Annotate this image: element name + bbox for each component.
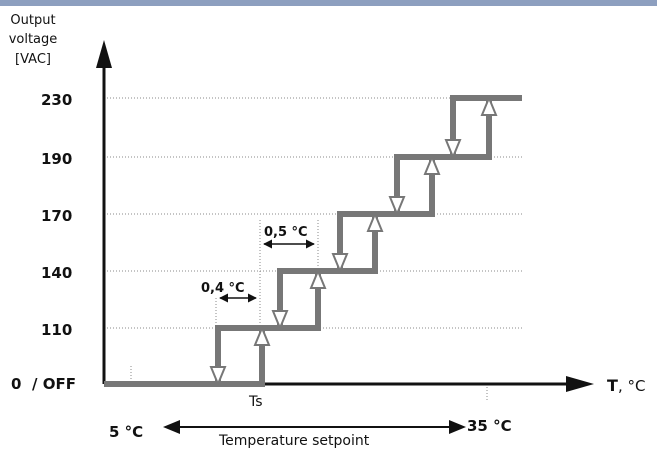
- down-arrowhead-1: [209, 366, 227, 387]
- decreasing-branch-1: [215, 325, 262, 384]
- step-label: 0,5 °C: [264, 225, 308, 240]
- decreasing-branch-2: [277, 268, 318, 328]
- up-arrowhead-2: [309, 268, 327, 289]
- y-axis-title-line1: Output: [10, 13, 55, 28]
- up-arrowhead-1: [253, 325, 271, 346]
- y-tick-off: / OFF: [32, 375, 76, 393]
- up-arrowhead-3: [366, 211, 384, 232]
- increasing-arrowheads: [253, 95, 498, 346]
- down-arrowhead-5: [444, 139, 462, 160]
- setpoint-range-label: Temperature setpoint: [218, 433, 370, 449]
- setpoint-range-arrowhead-left: [163, 420, 180, 434]
- y-tick-zero: 0: [11, 375, 21, 393]
- y-tick-110: 110: [41, 321, 72, 339]
- down-arrowhead-4: [388, 196, 406, 217]
- y-tick-230: 230: [41, 91, 72, 109]
- setpoint-max-label: 35 °C: [467, 417, 512, 435]
- y-tick-170: 170: [41, 207, 72, 225]
- up-arrowhead-5: [480, 95, 498, 116]
- y-tick-190: 190: [41, 150, 72, 168]
- setpoint-min-label: 5 °C: [109, 423, 143, 441]
- decreasing-branch-4: [394, 154, 432, 214]
- y-axis-title-line2: voltage: [9, 32, 58, 47]
- decreasing-branch-3: [337, 211, 375, 271]
- top-accent-bar: [0, 0, 657, 6]
- setpoint-range-arrowhead-right: [449, 420, 466, 434]
- y-axis-arrowhead: [96, 40, 112, 68]
- y-axis-title-line3: [VAC]: [15, 52, 51, 67]
- decreasing-arrowheads: [209, 139, 462, 387]
- y-tick-140: 140: [41, 264, 72, 282]
- down-arrowhead-2: [271, 310, 289, 331]
- decreasing-branch-5: [450, 95, 489, 157]
- x-axis-label-t: T: [607, 376, 618, 395]
- ts-label: Ts: [248, 394, 263, 410]
- hysteresis-label: 0,4 °C: [201, 281, 245, 296]
- x-axis-arrowhead: [566, 376, 594, 392]
- x-axis-label-unit: , °C: [618, 377, 646, 395]
- down-arrowhead-3: [331, 253, 349, 274]
- up-arrowhead-4: [423, 154, 441, 175]
